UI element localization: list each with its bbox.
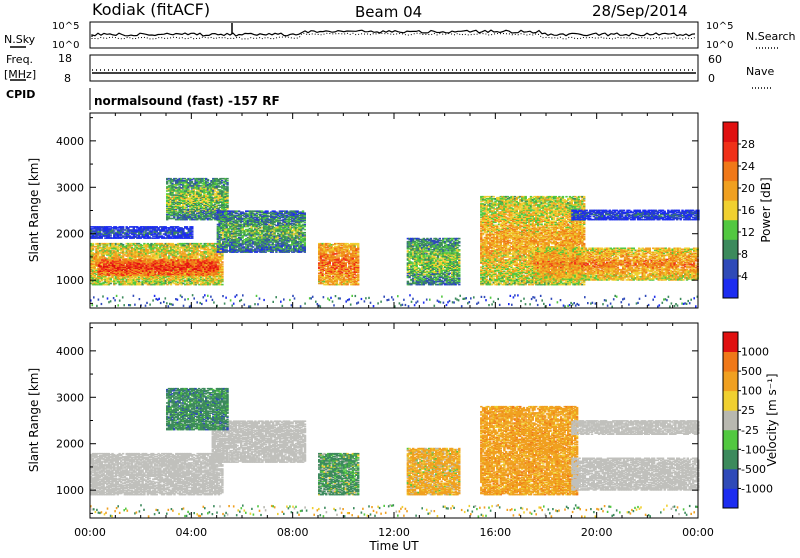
power-cell xyxy=(221,284,223,286)
nave-tick-bottom: 0 xyxy=(708,72,715,85)
power-cell xyxy=(172,261,174,263)
power-heatmap xyxy=(90,178,700,308)
power-cell xyxy=(163,261,165,263)
freq-unit: [MHz] xyxy=(4,68,36,81)
power-cell xyxy=(216,274,218,276)
freq-tick-bottom: 8 xyxy=(64,72,71,85)
nsky-label: N.Sky xyxy=(4,33,36,46)
nsky-trace-group xyxy=(92,23,695,39)
power-cell xyxy=(99,265,101,267)
cpid-label: CPID xyxy=(6,88,35,101)
power-cell xyxy=(207,247,209,249)
date-title: 28/Sep/2014 xyxy=(592,2,688,20)
power-cell xyxy=(122,226,124,228)
power-cell xyxy=(122,244,124,246)
power-cell xyxy=(196,256,198,258)
nsearch-tick-bottom: 10^0 xyxy=(706,40,733,51)
freq-tick-top: 18 xyxy=(58,52,72,65)
cpid-value: normalsound (fast) -157 RF xyxy=(94,94,280,108)
power-cell xyxy=(119,259,121,261)
power-cell xyxy=(191,233,193,235)
power-cell xyxy=(191,230,193,232)
power-cell xyxy=(92,248,94,250)
power-cell xyxy=(110,283,112,285)
power-cell xyxy=(221,263,223,265)
nsky-tick-top: 10^5 xyxy=(52,21,79,32)
power-cell xyxy=(92,243,94,245)
nsearch-tick-top: 10^5 xyxy=(706,21,733,32)
power-cell xyxy=(216,259,218,261)
beam-title: Beam 04 xyxy=(355,3,422,21)
radar-summary-plot: Kodiak (fitACF) Beam 04 28/Sep/2014 N.Sk… xyxy=(0,0,800,554)
nsky-tick-bottom: 10^0 xyxy=(52,40,79,51)
power-cell xyxy=(110,234,112,236)
nave-label: Nave xyxy=(746,65,774,78)
power-cell xyxy=(186,226,188,228)
station-title: Kodiak (fitACF) xyxy=(92,0,210,19)
power-cell xyxy=(144,259,146,261)
power-cell xyxy=(113,230,115,232)
power-cell xyxy=(221,265,223,267)
freq-label: Freq. xyxy=(6,53,33,66)
power-cell xyxy=(191,181,193,183)
nsearch-label: N.Search xyxy=(746,30,796,43)
power-cell xyxy=(191,235,193,237)
power-cell xyxy=(167,260,169,262)
freq-panel xyxy=(90,55,698,81)
nsky-trace xyxy=(92,30,695,37)
nave-tick-top: 60 xyxy=(708,53,722,66)
power-cell xyxy=(221,276,223,278)
power-cell xyxy=(197,259,199,261)
power-cell xyxy=(221,261,223,263)
power-cell xyxy=(179,249,181,251)
power-cell xyxy=(216,266,218,268)
power-cell xyxy=(191,226,193,228)
power-cell xyxy=(200,243,202,245)
